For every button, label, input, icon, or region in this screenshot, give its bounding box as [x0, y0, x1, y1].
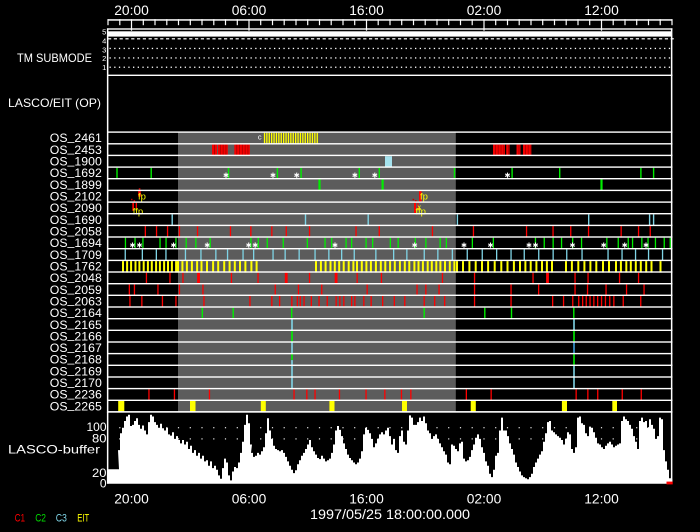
svg-text:c: c: [258, 132, 262, 141]
svg-text:1: 1: [102, 63, 106, 72]
svg-text:EIT: EIT: [77, 512, 89, 524]
svg-text:16:00: 16:00: [349, 492, 384, 507]
svg-text:12:00: 12:00: [584, 492, 619, 507]
svg-text:ffp: ffp: [416, 207, 426, 218]
svg-text:OS_1692: OS_1692: [50, 165, 102, 181]
svg-text:OS_2166: OS_2166: [50, 328, 102, 344]
svg-text:06:00: 06:00: [232, 3, 267, 18]
svg-text:OS_2165: OS_2165: [50, 316, 102, 332]
svg-text:0: 0: [100, 476, 107, 490]
svg-text:C2: C2: [35, 512, 46, 524]
svg-text:C3: C3: [56, 512, 67, 524]
svg-text:OS_1690: OS_1690: [50, 211, 102, 227]
svg-text:02:00: 02:00: [467, 492, 502, 507]
svg-text:OS_2236: OS_2236: [50, 386, 102, 402]
svg-text:OS_1899: OS_1899: [50, 176, 102, 192]
svg-text:x: x: [418, 204, 422, 211]
svg-text:LASCO/EIT (OP): LASCO/EIT (OP): [8, 96, 101, 110]
svg-text:OS_2048: OS_2048: [50, 269, 102, 285]
svg-text:1997/05/25 18:00:00.000: 1997/05/25 18:00:00.000: [310, 506, 470, 522]
svg-text:ffp: ffp: [133, 207, 143, 218]
svg-text:12:00: 12:00: [584, 3, 619, 18]
svg-text:20:00: 20:00: [114, 492, 149, 507]
svg-text:OS_2461: OS_2461: [50, 130, 102, 146]
svg-text:20:00: 20:00: [114, 3, 149, 18]
svg-text:2: 2: [102, 54, 106, 63]
svg-text:OS_2167: OS_2167: [50, 339, 102, 355]
svg-text:OS_2058: OS_2058: [50, 223, 102, 239]
svg-text:16:00: 16:00: [349, 3, 384, 18]
svg-text:02:00: 02:00: [467, 3, 502, 18]
svg-text:OS_1694: OS_1694: [50, 234, 102, 250]
svg-text:OS_2168: OS_2168: [50, 351, 102, 367]
svg-text:20: 20: [92, 466, 107, 480]
svg-text:TM SUBMODE: TM SUBMODE: [17, 51, 92, 65]
svg-text:OS_2102: OS_2102: [50, 188, 102, 204]
svg-text:OS_2090: OS_2090: [50, 200, 102, 216]
svg-text:80: 80: [92, 432, 107, 446]
svg-text:LASCO-buffer: LASCO-buffer: [8, 442, 100, 456]
svg-text:OS_1762: OS_1762: [50, 258, 102, 274]
svg-text:OS_2265: OS_2265: [50, 398, 102, 414]
svg-text:4: 4: [102, 37, 106, 46]
svg-text:OS_2059: OS_2059: [50, 281, 102, 297]
svg-text:fp: fp: [420, 192, 428, 203]
svg-text:fp: fp: [138, 192, 146, 203]
svg-text:06:00: 06:00: [232, 492, 267, 507]
svg-text:OS_2453: OS_2453: [50, 141, 102, 157]
svg-text:OS_1900: OS_1900: [50, 153, 102, 169]
svg-text:3: 3: [102, 45, 106, 54]
svg-text:OS_2169: OS_2169: [50, 363, 102, 379]
svg-text:OS_2170: OS_2170: [50, 374, 102, 390]
svg-text:OS_1709: OS_1709: [50, 246, 102, 262]
svg-text:100: 100: [87, 420, 107, 434]
svg-text:OS_2063: OS_2063: [50, 293, 102, 309]
svg-text:5: 5: [102, 28, 106, 37]
svg-text:OS_2164: OS_2164: [50, 304, 102, 320]
svg-text:C1: C1: [15, 512, 26, 524]
